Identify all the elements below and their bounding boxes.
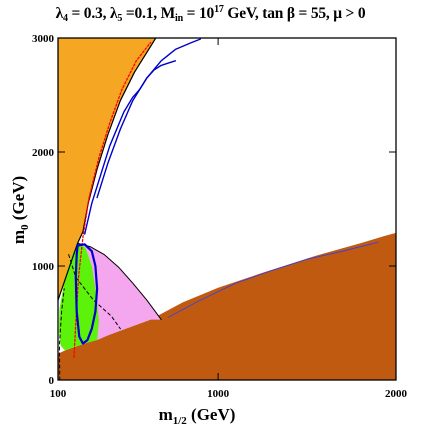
blue-loop — [74, 243, 99, 345]
x-axis-title: m1/2 (GeV) — [159, 405, 236, 427]
x-tick-label: 1000 — [207, 388, 230, 400]
black-boundary — [58, 38, 157, 301]
blue-band-lower — [83, 60, 177, 235]
brown-region — [58, 232, 396, 380]
orange-region — [58, 38, 156, 301]
y-tick-label: 0 — [49, 375, 55, 387]
y-axis-title: m0 (GeV) — [9, 176, 31, 244]
black-dashed-2 — [58, 288, 65, 380]
chart-title: λ4 = 0.3, λ5 =0.1, Min = 1017 GeV, tan β… — [55, 4, 366, 24]
y-tick-label: 1000 — [32, 261, 55, 273]
x-tick-label: 100 — [50, 388, 67, 400]
x-tick-label: 2000 — [385, 388, 408, 400]
pink-region — [77, 243, 162, 341]
blue-band-upper — [96, 38, 202, 199]
y-tick-label: 3000 — [32, 33, 55, 45]
blue-thin-brown-edge — [167, 241, 379, 318]
plot-frame — [57, 37, 397, 381]
black-upper — [77, 242, 162, 321]
y-tick-label: 2000 — [32, 147, 55, 159]
